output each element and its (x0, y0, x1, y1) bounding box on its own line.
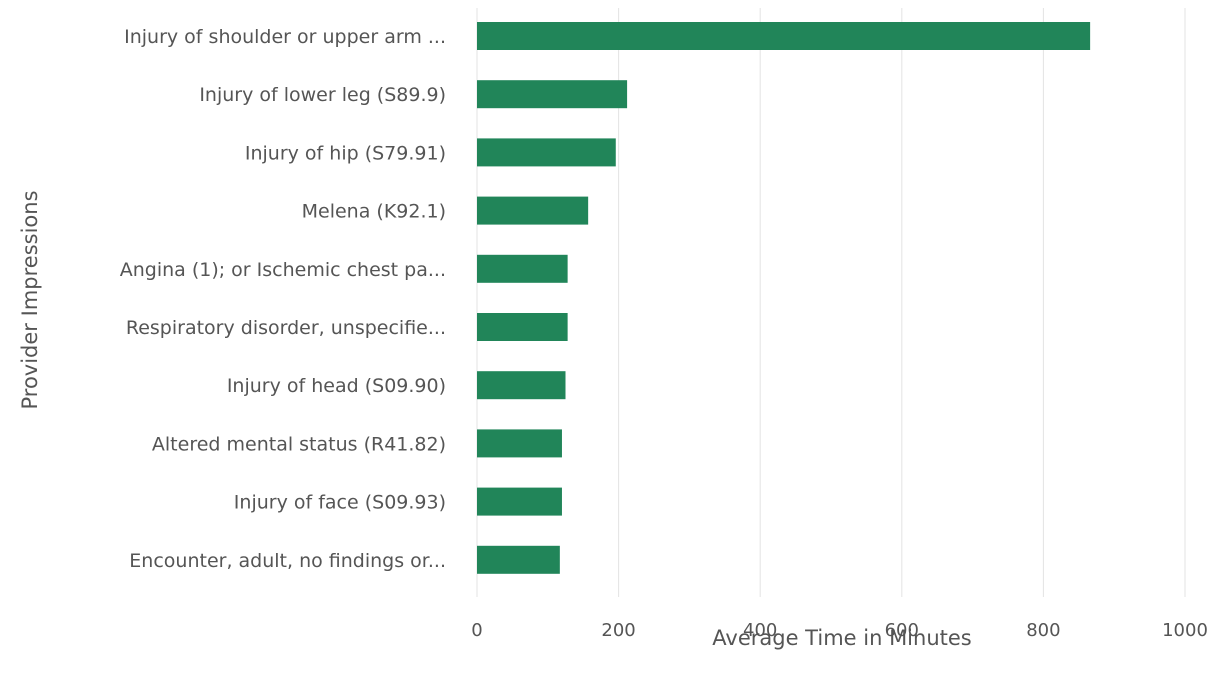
y-axis-title: Provider Impressions (18, 190, 42, 409)
category-label: Injury of hip (S79.91) (245, 142, 446, 164)
bar[interactable] (477, 487, 562, 516)
bar[interactable] (477, 545, 560, 574)
x-tick-label: 600 (885, 620, 919, 641)
x-tick-label: 800 (1026, 620, 1060, 641)
category-label: Injury of head (S09.90) (227, 375, 446, 397)
category-label: Melena (K92.1) (302, 201, 446, 223)
x-tick-label: 1000 (1162, 620, 1207, 641)
x-tick-labels: 0 200 400 600 800 1000 (471, 620, 1207, 641)
category-label: Encounter, adult, no findings or... (129, 550, 446, 572)
bar[interactable] (477, 138, 616, 167)
category-label: Injury of shoulder or upper arm ... (124, 26, 446, 48)
bar[interactable] (477, 313, 568, 341)
bars (477, 22, 1091, 574)
bar[interactable] (477, 254, 568, 283)
x-tick-label: 200 (601, 620, 635, 641)
x-tick-label: 400 (743, 620, 777, 641)
category-label: Angina (1); or Ischemic chest pa... (120, 259, 446, 281)
bar[interactable] (477, 429, 562, 458)
category-label: Altered mental status (R41.82) (152, 433, 446, 455)
category-labels: Injury of shoulder or upper arm ... Injur… (120, 26, 446, 572)
category-label: Injury of face (S09.93) (234, 492, 446, 514)
x-axis-title: Average Time in Minutes (712, 626, 971, 650)
category-label: Injury of lower leg (S89.9) (199, 84, 446, 106)
bar[interactable] (477, 22, 1091, 50)
bar[interactable] (477, 196, 589, 225)
category-label: Respiratory disorder, unspecifie... (126, 317, 446, 339)
bar[interactable] (477, 371, 566, 400)
x-tick-label: 0 (471, 620, 482, 641)
bar[interactable] (477, 80, 628, 109)
